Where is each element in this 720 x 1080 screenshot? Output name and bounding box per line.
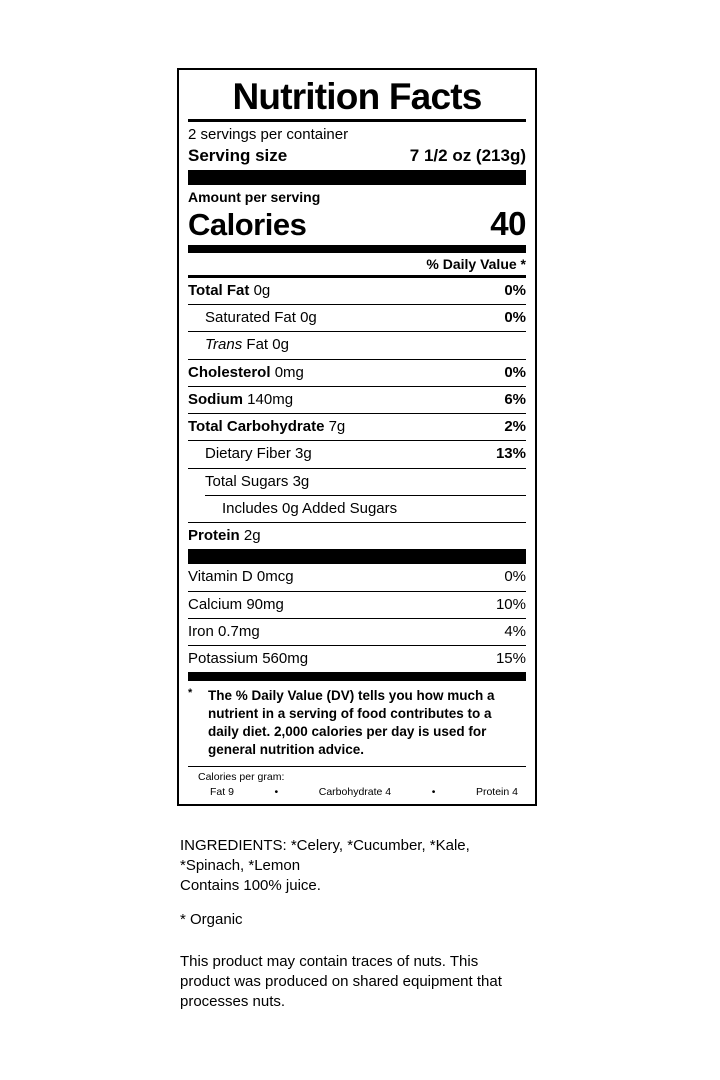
nutrient-name-cholesterol: Cholesterol 0mg [188, 363, 304, 381]
nutrient-name-protein: Protein 2g [188, 527, 261, 545]
vitamin-name-vitamin-d: Vitamin D 0mcg [188, 568, 294, 586]
calories-row: Calories 40 [188, 204, 526, 245]
vitamin-dv-potassium: 15% [495, 650, 526, 668]
vitamin-dv-calcium: 10% [495, 595, 526, 613]
calories-per-gram-carbohydrate: Carbohydrate 4 [318, 785, 392, 798]
vitamin-dv-iron: 4% [504, 622, 526, 640]
calories-per-gram-row: Fat 9 • Carbohydrate 4 • Protein 4 [188, 785, 526, 800]
divider-under-dv-header [188, 274, 526, 278]
divider-row [188, 358, 526, 360]
nutrient-name-dietary-fiber: Dietary Fiber 3g [205, 445, 312, 463]
divider-row [188, 617, 526, 619]
nutrient-dv-dietary-fiber: 13% [495, 445, 526, 463]
vitamin-name-potassium: Potassium 560mg [188, 650, 309, 668]
below-label-text-block: INGREDIENTS: *Celery, *Cucumber, *Kale, … [180, 836, 530, 1012]
nutrition-facts-panel: Nutrition Facts 2 servings per container… [177, 68, 537, 806]
nutrient-dv-sodium: 6% [504, 390, 526, 408]
nutrient-row-total-sugars: Total Sugars 3g [188, 469, 526, 495]
footnote-asterisk: * [188, 687, 193, 700]
divider-thick-above-vitamins [188, 549, 526, 565]
divider-thick-above-footnote [188, 672, 526, 682]
nutrient-row-protein: Protein 2g [188, 523, 526, 549]
divider-above-calories-per-gram [188, 766, 526, 768]
contains-juice-text: Contains 100% juice. [180, 876, 321, 894]
servings-per-container: 2 servings per container [188, 126, 349, 144]
nutrition-facts-title: Nutrition Facts [232, 76, 482, 117]
vitamin-row-iron: Iron 0.7mg 4% [188, 619, 526, 645]
divider-row [188, 331, 526, 333]
divider-row [188, 522, 526, 524]
divider-row [188, 590, 526, 592]
divider-thick-above-calories [188, 169, 526, 185]
calories-per-gram-block: Calories per gram: Fat 9 • Carbohydrate … [188, 767, 526, 803]
nutrient-dv-total-fat: 0% [504, 281, 526, 299]
nutrient-name-total-fat: Total Fat 0g [188, 281, 271, 299]
serving-size-value: 7 1/2 oz (213g) [409, 146, 526, 166]
organic-note-text: * Organic [180, 910, 243, 928]
nutrient-dv-total-carbohydrate: 2% [504, 418, 526, 436]
calories-per-gram-fat: Fat 9 [210, 785, 234, 798]
divider-row [188, 440, 526, 442]
amount-per-serving-label: Amount per serving [188, 188, 321, 205]
ingredients-text: INGREDIENTS: *Celery, *Cucumber, *Kale, … [180, 837, 470, 874]
calories-per-gram-protein: Protein 4 [475, 785, 518, 798]
calories-value: 40 [490, 204, 526, 242]
nutrient-row-saturated-fat: Saturated Fat 0g 0% [188, 305, 526, 331]
vitamin-row-calcium: Calcium 90mg 10% [188, 592, 526, 618]
nutrient-name-trans-fat: Trans Fat 0g [205, 336, 289, 354]
spacer [180, 896, 530, 910]
divider-row [188, 413, 526, 415]
vitamin-dv-vitamin-d: 0% [504, 568, 526, 586]
serving-info-block: 2 servings per container Serving size 7 … [188, 122, 526, 169]
nutrient-name-total-carbohydrate: Total Carbohydrate 7g [188, 418, 346, 436]
calories-label: Calories [188, 206, 307, 242]
nutrient-dv-saturated-fat: 0% [504, 309, 526, 327]
bullet-dot-icon: • [274, 785, 279, 798]
daily-value-header: % Daily Value * [426, 255, 526, 272]
divider-row [188, 304, 526, 306]
daily-value-footnote: * The % Daily Value (DV) tells you how m… [188, 681, 526, 766]
spacer [180, 930, 530, 952]
divider-row [188, 645, 526, 647]
divider-row-indented [205, 494, 526, 496]
bullet-dot-icon: • [431, 785, 436, 798]
vitamin-row-potassium: Potassium 560mg 15% [188, 646, 526, 672]
serving-size-row: Serving size 7 1/2 oz (213g) [188, 145, 526, 167]
nutrient-row-cholesterol: Cholesterol 0mg 0% [188, 360, 526, 386]
vitamin-row-vitamin-d: Vitamin D 0mcg 0% [188, 564, 526, 590]
nutrient-row-trans-fat: Trans Fat 0g [188, 332, 526, 358]
nutrient-row-total-fat: Total Fat 0g 0% [188, 278, 526, 304]
nutrient-row-dietary-fiber: Dietary Fiber 3g 13% [188, 441, 526, 467]
nutrient-row-total-carbohydrate: Total Carbohydrate 7g 2% [188, 414, 526, 440]
vitamin-name-calcium: Calcium 90mg [188, 595, 284, 613]
nutrient-row-sodium: Sodium 140mg 6% [188, 387, 526, 413]
allergen-statement-text: This product may contain traces of nuts.… [180, 952, 502, 1010]
vitamin-name-iron: Iron 0.7mg [188, 622, 260, 640]
serving-size-label: Serving size [188, 146, 288, 166]
calories-per-gram-title: Calories per gram: [198, 771, 285, 784]
divider-row [188, 467, 526, 469]
divider-thick-under-calories [188, 244, 526, 253]
nutrient-name-added-sugars: Includes 0g Added Sugars [222, 499, 398, 517]
nutrient-row-added-sugars: Includes 0g Added Sugars [188, 496, 526, 522]
divider-row [188, 385, 526, 387]
nutrient-dv-cholesterol: 0% [504, 363, 526, 381]
nutrient-name-sodium: Sodium 140mg [188, 390, 294, 408]
nutrient-name-saturated-fat: Saturated Fat 0g [205, 309, 317, 327]
nutrient-name-total-sugars: Total Sugars 3g [205, 472, 310, 490]
footnote-text: The % Daily Value (DV) tells you how muc… [208, 688, 495, 758]
divider-under-title [188, 119, 526, 123]
